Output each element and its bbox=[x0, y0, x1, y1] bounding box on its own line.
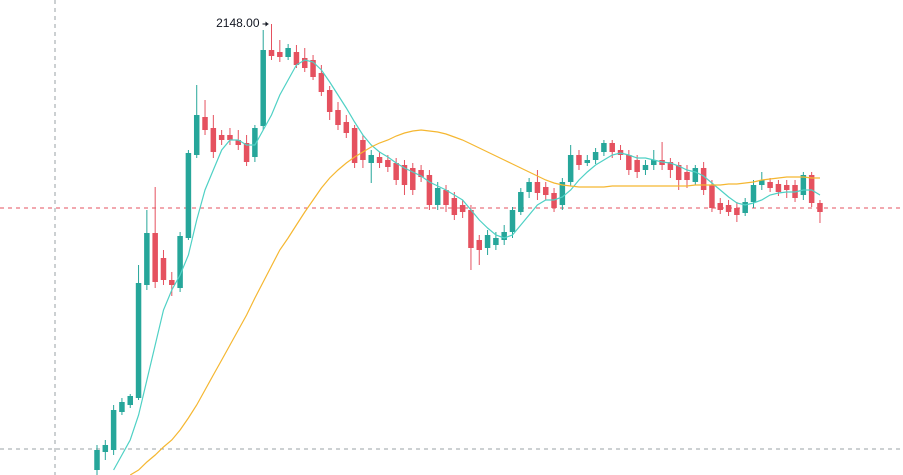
candle-body bbox=[742, 202, 748, 213]
candle-body bbox=[567, 155, 574, 182]
candle-body bbox=[509, 210, 516, 232]
candle-body bbox=[584, 160, 591, 163]
candle-body bbox=[800, 175, 807, 195]
candle-body bbox=[476, 240, 483, 250]
candle-body bbox=[243, 143, 250, 162]
candle-body bbox=[268, 50, 275, 56]
candle-body bbox=[626, 155, 632, 170]
candle-body bbox=[592, 152, 599, 160]
candle-body bbox=[177, 236, 183, 288]
candle-body bbox=[252, 128, 258, 157]
candle-body bbox=[667, 162, 674, 170]
candle-body bbox=[218, 135, 225, 140]
candle-body bbox=[434, 188, 441, 205]
candle-body bbox=[393, 163, 399, 180]
candle-body bbox=[501, 232, 507, 240]
candle-body bbox=[235, 140, 242, 145]
candle-body bbox=[559, 182, 566, 205]
candle-body bbox=[534, 182, 541, 193]
candle-body bbox=[651, 160, 657, 165]
candle-body bbox=[202, 117, 208, 130]
candle-body bbox=[484, 235, 491, 248]
candle-body bbox=[310, 60, 316, 77]
candle-body bbox=[160, 258, 167, 280]
candle-body bbox=[410, 168, 416, 190]
candle-body bbox=[127, 396, 133, 405]
moving-average-line bbox=[113, 59, 821, 471]
candle-body bbox=[542, 187, 549, 195]
candle-body bbox=[750, 185, 757, 202]
candle-body bbox=[351, 128, 358, 163]
candle-body bbox=[418, 170, 424, 177]
candle-body bbox=[451, 198, 458, 215]
candle-body bbox=[684, 172, 690, 180]
candle-body bbox=[193, 115, 200, 155]
high-label: 2148.00 bbox=[216, 16, 260, 30]
candle-body bbox=[642, 165, 649, 170]
candle-body bbox=[144, 233, 150, 285]
candle-body bbox=[759, 180, 765, 185]
high-label-arrowhead bbox=[265, 21, 269, 27]
candle-body bbox=[326, 90, 333, 112]
candle-body bbox=[443, 190, 449, 205]
candle-body bbox=[368, 155, 374, 163]
candle-body bbox=[360, 140, 366, 160]
candle-body bbox=[601, 143, 607, 152]
candle-body bbox=[700, 168, 707, 190]
candle-body bbox=[94, 450, 100, 470]
moving-average-line bbox=[129, 129, 820, 475]
candle-body bbox=[210, 128, 217, 152]
candle-body bbox=[468, 210, 474, 248]
candle-body bbox=[318, 73, 325, 92]
candle-body bbox=[493, 238, 499, 245]
candle-body bbox=[277, 52, 283, 57]
candle-body bbox=[335, 110, 341, 125]
candle-body bbox=[260, 50, 266, 126]
candle-body bbox=[808, 175, 815, 203]
candle-body bbox=[576, 155, 582, 165]
candle-body bbox=[767, 182, 773, 188]
candle-body bbox=[775, 184, 782, 192]
candle-body bbox=[725, 205, 732, 212]
candle-body bbox=[717, 203, 723, 210]
candle-body bbox=[783, 185, 790, 190]
candle-body bbox=[343, 122, 350, 133]
candle-body bbox=[385, 160, 391, 167]
candle-body bbox=[110, 410, 117, 450]
candle-body bbox=[634, 160, 640, 172]
candle-body bbox=[135, 283, 142, 398]
candle-body bbox=[293, 52, 300, 65]
candle-body bbox=[692, 168, 699, 182]
candle-body bbox=[285, 48, 291, 57]
candle-body bbox=[609, 143, 615, 152]
candle-body bbox=[459, 205, 466, 212]
candle-body bbox=[426, 175, 433, 205]
candle-body bbox=[227, 135, 233, 140]
candle-body bbox=[675, 165, 682, 180]
candle-body bbox=[169, 280, 175, 285]
candle-body bbox=[376, 157, 383, 163]
candle-body bbox=[526, 182, 532, 192]
candle-body bbox=[119, 402, 125, 412]
candle-body bbox=[185, 153, 192, 238]
candle-body bbox=[518, 192, 524, 212]
candle-body bbox=[102, 445, 109, 452]
candle-body bbox=[152, 233, 158, 282]
candle-body bbox=[817, 203, 823, 212]
candle-body bbox=[302, 58, 308, 68]
candle-body bbox=[734, 208, 740, 215]
candle-body bbox=[401, 165, 408, 185]
candle-body bbox=[709, 185, 715, 208]
